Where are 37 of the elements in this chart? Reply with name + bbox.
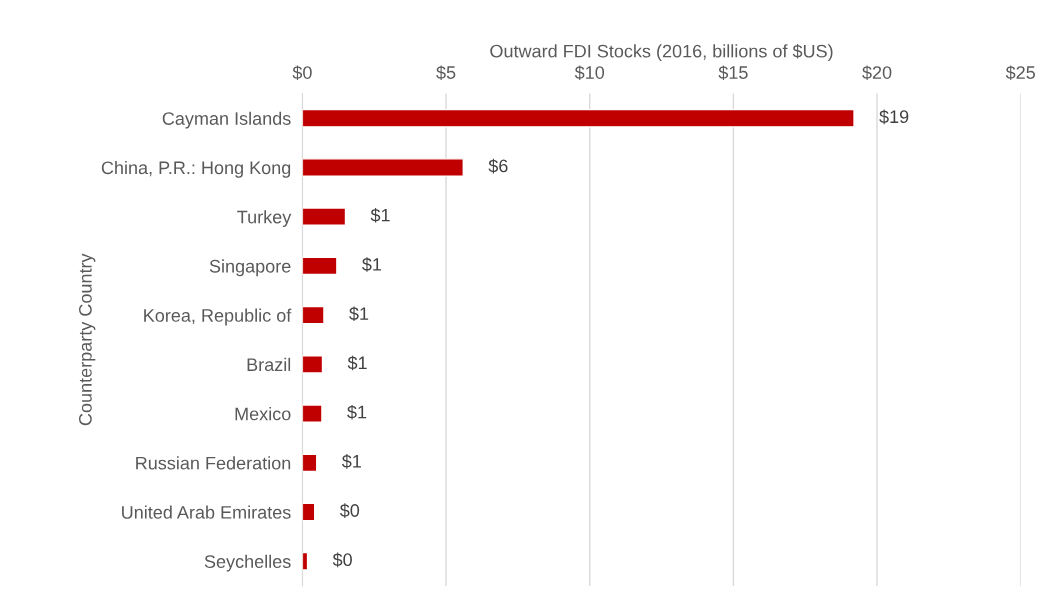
- bar: [302, 355, 324, 374]
- y-tick-label: Russian Federation: [136, 456, 291, 470]
- data-label: $6: [488, 158, 508, 174]
- x-tick-label: $25: [1005, 65, 1035, 81]
- y-tick-label: Turkey: [237, 210, 292, 227]
- y-axis-title: Counterparty Country: [78, 253, 96, 426]
- y-tick-label: Korea, Republic of: [144, 308, 292, 326]
- x-tick-label: $15: [718, 65, 748, 81]
- y-tick-label: United Arab Emirates: [122, 505, 291, 519]
- x-axis-title: Outward FDI Stocks (2016, billions of $US): [490, 43, 833, 62]
- bar: [302, 108, 855, 128]
- y-tick-label: Cayman Islands: [162, 111, 291, 129]
- data-label: $1: [349, 306, 369, 322]
- bar: [302, 305, 325, 325]
- data-label: $1: [347, 404, 367, 420]
- x-tick-label: $10: [574, 65, 605, 81]
- bar: [302, 404, 323, 423]
- y-tick-label: Seychelles: [204, 554, 291, 572]
- y-tick-label: China, P.R.: Hong Kong: [101, 160, 291, 178]
- data-label: $0: [339, 503, 360, 518]
- y-tick-label: Singapore: [209, 259, 291, 277]
- y-tick-label: Mexico: [235, 407, 291, 421]
- data-label: $1: [370, 207, 390, 223]
- bar: [302, 256, 338, 276]
- bar: [302, 207, 347, 226]
- x-tick-label: $5: [436, 65, 456, 81]
- bar: [302, 502, 316, 522]
- data-label: $1: [347, 355, 367, 371]
- bar: [302, 158, 464, 177]
- bar: [302, 453, 318, 473]
- x-tick-label: $20: [862, 65, 892, 81]
- data-label: $1: [341, 454, 361, 469]
- x-tick-label: $0: [292, 65, 312, 81]
- data-label: $1: [362, 257, 382, 272]
- data-label: $19: [879, 109, 909, 125]
- data-label: $0: [332, 552, 352, 568]
- y-tick-label: Brazil: [247, 357, 291, 372]
